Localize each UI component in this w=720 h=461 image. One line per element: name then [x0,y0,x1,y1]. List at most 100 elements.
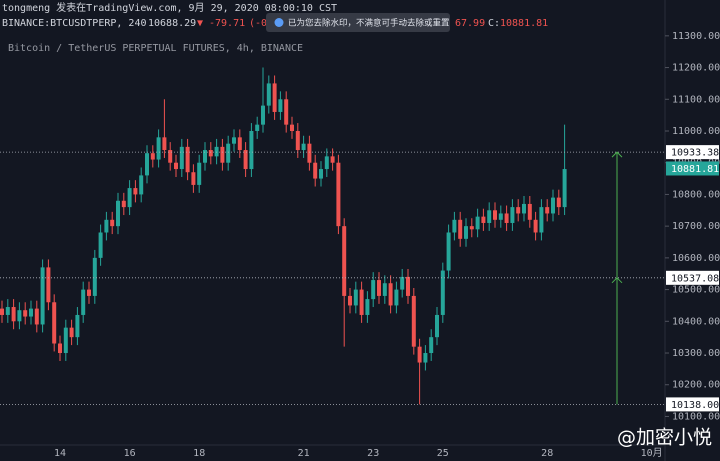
candle-body [92,257,97,296]
candle-body [446,232,451,271]
candle-body [394,289,399,306]
candle-body [208,150,213,157]
candle-body [481,216,486,223]
candle-body [423,353,428,363]
ohlc-partial: 67.99 [455,18,485,29]
candle-body [562,169,567,208]
candle-body [249,130,254,170]
candle-body [156,137,161,160]
candle-body [278,99,283,112]
candle-body [23,310,28,317]
candle-body [313,162,318,179]
measure-arrow [611,277,623,284]
candle-body [162,137,167,151]
candle-body [168,150,173,163]
subtitle: Bitcoin / TetherUS PERPETUAL FUTURES, 4h… [8,43,303,54]
price-line-box [666,397,719,412]
candle-body [232,137,236,144]
y-tick-label: 11100.00 [672,94,720,105]
candle-body [29,308,33,317]
candle-body [133,188,138,195]
candle-body [464,226,468,239]
change: -79.71 [209,18,245,29]
candle-body [365,299,370,315]
last-price-box [666,161,719,176]
price-line-box [666,270,719,285]
candle-body [40,267,45,325]
candle-body [5,307,10,315]
candle-body [81,289,86,315]
y-tick-label: 10700.00 [672,221,720,232]
candle-body [203,150,207,163]
candle-body [179,146,184,170]
candle-body [551,197,555,214]
candle-body [516,207,521,214]
x-tick-label: 14 [54,448,66,459]
candle-body [104,219,109,233]
candle-body [17,310,22,322]
candle-body [261,105,265,125]
x-tick-label: 10月 [641,447,663,459]
x-tick-label: 23 [367,448,379,459]
price-line-label: 10933.38 [671,148,719,159]
change-pct: (-0 [249,18,267,29]
candle-body [243,150,248,170]
header-line1: tongmeng 发表在TradingView.com, 9月 29, 2020… [2,1,337,14]
candle-body [498,213,503,220]
y-tick-label: 10300.00 [672,348,720,359]
candle-body [342,226,347,296]
candle-body [0,308,4,315]
candle-body [116,200,120,227]
candle-body [406,276,410,296]
symbol: BINANCE:BTCUSDTPERP, 240 [2,18,147,29]
candle-body [121,200,126,208]
candle-body [377,280,381,296]
candle-body [382,283,387,296]
candle-body [272,83,277,112]
candle-body [388,283,393,306]
candle-body [220,146,225,163]
price: 10688.29 [148,18,196,29]
candle-body [522,203,526,214]
candle-body [290,124,294,131]
candle-body [429,337,434,354]
candle-body [58,343,62,354]
candle-body [475,216,480,230]
candle-body [266,83,271,106]
candle-body [63,327,68,354]
candle-body [237,137,242,151]
candle-body [539,207,544,233]
candle-body [493,210,497,220]
candle-body [295,130,300,151]
candle-body [307,143,312,163]
candle-body [533,219,538,233]
plot-area [0,67,567,405]
candle-body [371,280,376,300]
close-label: C: [488,18,500,29]
candle-body [440,270,445,315]
candle-body [11,307,16,322]
candle-body [69,327,74,338]
candle-body [150,153,155,160]
x-tick-label: 18 [193,448,205,459]
y-tick-label: 10100.00 [672,411,720,422]
candle-body [319,169,323,179]
y-tick-label: 10800.00 [672,189,720,200]
candle-body [145,153,149,176]
price-line-label: 10537.08 [671,273,719,284]
watermark: @加密小悦 [617,427,712,449]
close-value: 10881.81 [500,18,548,29]
candle-body [556,197,561,208]
arrow: ▼ [197,18,203,29]
y-tick-label: 10200.00 [672,380,720,391]
candle-body [174,162,178,170]
y-tick-label: 10500.00 [672,285,720,296]
candle-body [324,156,329,170]
candle-body [214,146,219,157]
candle-body [504,213,509,223]
candle-body [400,276,405,290]
last-price-label: 10881.81 [671,164,719,175]
